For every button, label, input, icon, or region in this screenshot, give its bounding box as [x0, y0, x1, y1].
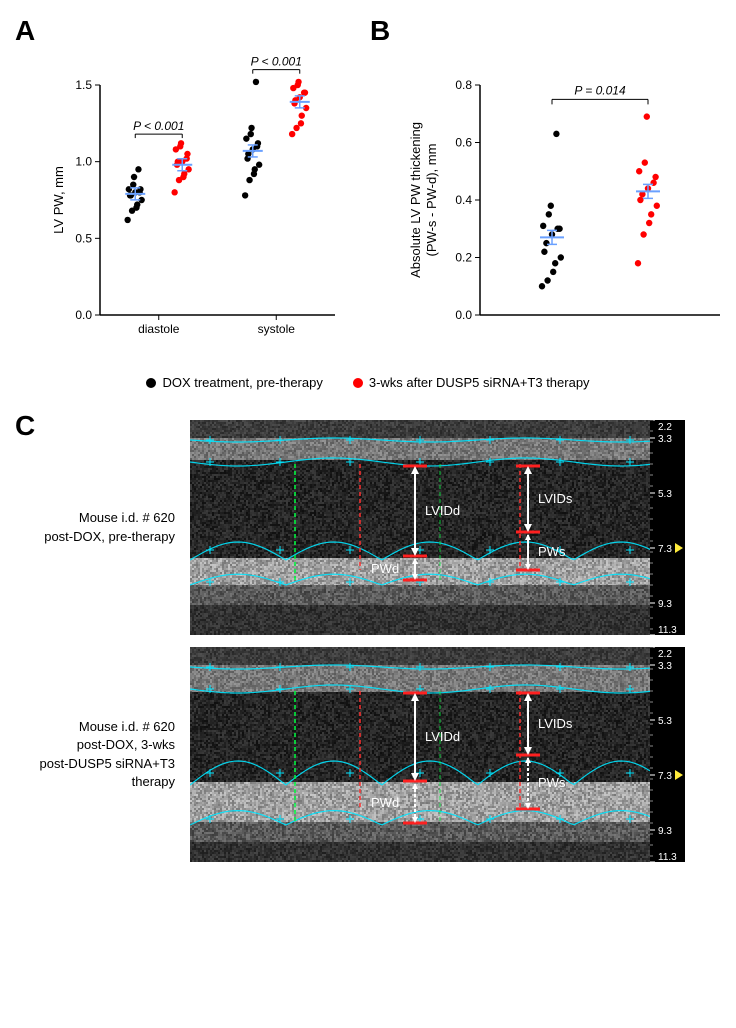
- echo-row-2: Mouse i.d. # 620 post-DOX, 3-wks post-DU…: [20, 647, 716, 862]
- svg-text:systole: systole: [258, 322, 296, 336]
- svg-text:LV PW, mm: LV PW, mm: [51, 166, 66, 234]
- svg-text:1.0: 1.0: [75, 155, 92, 169]
- svg-text:0.4: 0.4: [455, 193, 472, 207]
- chart-a: 0.0 0.5 1.0 1.5 LV PW, mm diastole P < 0.001 sy…: [45, 55, 345, 355]
- legend-item-post: 3-wks after DUSP5 siRNA+T3 therapy: [353, 375, 590, 390]
- svg-text:0.5: 0.5: [75, 231, 92, 245]
- legend-dot-post: [353, 378, 363, 388]
- echo-label-1-line2: post-DOX, pre-therapy: [44, 529, 175, 544]
- panel-b: B 0.00.20.40.60.8Absolute LV PW thickeni…: [375, 20, 730, 355]
- legend: DOX treatment, pre-therapy 3-wks after D…: [20, 375, 716, 390]
- panel-a-label: A: [15, 15, 35, 47]
- svg-text:0.0: 0.0: [455, 308, 472, 322]
- echo-label-2: Mouse i.d. # 620 post-DOX, 3-wks post-DU…: [20, 718, 175, 791]
- panel-c: C Mouse i.d. # 620 post-DOX, pre-therapy…: [20, 420, 716, 862]
- echo-image-1: LVIDdPWdLVIDsPWs2.23.35.37.39.311.3: [190, 420, 685, 635]
- echo-image-2: LVIDdPWdLVIDsPWs2.23.35.37.39.311.3: [190, 647, 685, 862]
- panel-b-label: B: [370, 15, 390, 47]
- echo-label-2-line1: Mouse i.d. # 620: [79, 719, 175, 734]
- svg-text:0.8: 0.8: [455, 78, 472, 92]
- echo-row-1: Mouse i.d. # 620 post-DOX, pre-therapy L…: [20, 420, 716, 635]
- svg-text:(PW-s - PW-d), mm: (PW-s - PW-d), mm: [424, 144, 439, 257]
- echo-label-1: Mouse i.d. # 620 post-DOX, pre-therapy: [20, 509, 175, 545]
- svg-text:0.0: 0.0: [75, 308, 92, 322]
- svg-text:0.2: 0.2: [455, 251, 472, 265]
- legend-label-post: 3-wks after DUSP5 siRNA+T3 therapy: [369, 375, 590, 390]
- echo-label-2-line2: post-DOX, 3-wks: [77, 737, 175, 752]
- legend-item-pre: DOX treatment, pre-therapy: [146, 375, 322, 390]
- svg-text:1.5: 1.5: [75, 78, 92, 92]
- svg-text:P < 0.001: P < 0.001: [251, 55, 302, 69]
- top-row: A 0.00.51.01.5LV PW, mmdiastoleP < 0.001…: [20, 20, 716, 355]
- panel-a: A 0.00.51.01.5LV PW, mmdiastoleP < 0.001…: [20, 20, 345, 355]
- echo-label-2-line3: post-DUSP5 siRNA+T3 therapy: [40, 756, 175, 789]
- legend-dot-pre: [146, 378, 156, 388]
- svg-text:P = 0.014: P = 0.014: [574, 83, 626, 97]
- svg-text:diastole: diastole: [138, 322, 180, 336]
- panel-c-label: C: [15, 410, 35, 442]
- echo-label-1-line1: Mouse i.d. # 620: [79, 510, 175, 525]
- chart-b: 0.0 0.2 0.4 0.6 0.8 Absolute LV PW thickening…: [400, 55, 730, 355]
- svg-text:P < 0.001: P < 0.001: [133, 119, 184, 133]
- legend-label-pre: DOX treatment, pre-therapy: [162, 375, 322, 390]
- svg-text:Absolute LV PW thickening: Absolute LV PW thickening: [408, 122, 423, 278]
- svg-text:0.6: 0.6: [455, 136, 472, 150]
